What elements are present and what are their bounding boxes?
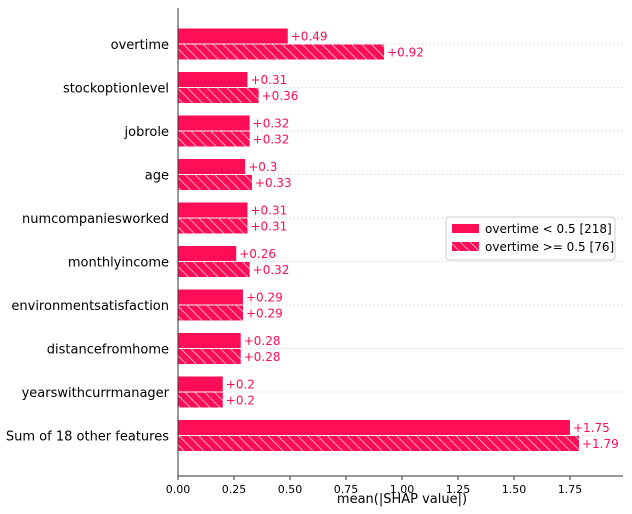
value-label: +0.49: [291, 30, 328, 44]
value-label: +0.26: [239, 247, 276, 261]
feature-labels-group: overtime stockoptionlevel jobrole age numcom…: [6, 38, 170, 445]
feature-label: age: [145, 169, 169, 184]
x-tick-label: 0.00: [166, 483, 191, 496]
legend-frame: [445, 216, 616, 261]
value-label: +1.75: [573, 421, 610, 435]
bar-hatched: [178, 88, 259, 103]
legend-label-series-1: overtime < 0.5 [218]: [485, 222, 612, 236]
bar-hatched: [178, 175, 252, 190]
bar-hatched: [178, 392, 223, 408]
bars-group: [178, 28, 579, 451]
bar-solid: [178, 333, 241, 348]
feature-label: Sum of 18 other features: [6, 430, 169, 445]
bar-solid: [178, 72, 248, 87]
x-axis-title: mean(|SHAP value|): [337, 492, 467, 507]
legend: overtime < 0.5 [218] overtime >= 0.5 [76…: [445, 216, 616, 261]
x-tick-label: 0.50: [278, 483, 303, 496]
bar-solid: [178, 28, 288, 44]
x-tick-label: 1.00: [390, 483, 415, 496]
bar-hatched: [178, 349, 241, 364]
value-label: +0.36: [262, 89, 299, 103]
legend-swatch-solid: [452, 224, 479, 233]
bar-hatched: [178, 131, 250, 147]
feature-label: environmentsatisfaction: [11, 299, 169, 314]
value-label: +0.3: [248, 160, 277, 174]
legend-swatch-hatched: [452, 242, 479, 251]
feature-label: distancefromhome: [47, 343, 169, 358]
bar-solid: [178, 115, 250, 131]
axes-group: 0.00 0.25 0.50 0.75 1.00 1.25 1.50 1.75: [166, 8, 623, 496]
value-label: +0.92: [387, 46, 424, 60]
value-label: +0.32: [253, 133, 290, 147]
bar-solid: [178, 289, 243, 305]
bar-hatched: [178, 218, 248, 234]
bar-hatched: [178, 305, 243, 321]
value-label: +0.29: [246, 307, 283, 321]
feature-label: stockoptionlevel: [63, 82, 169, 97]
bar-solid: [178, 420, 570, 435]
bar-solid: [178, 202, 248, 218]
bar-hatched: [178, 262, 250, 277]
feature-label: overtime: [111, 38, 169, 53]
feature-label: numcompaniesworked: [22, 212, 169, 227]
x-tick-label: 0.25: [222, 483, 247, 496]
bar-hatched: [178, 44, 385, 60]
x-tick-label: 1.50: [502, 483, 527, 496]
bar-solid: [178, 246, 237, 261]
x-tick-label: 1.75: [558, 483, 583, 496]
value-label: +0.2: [226, 378, 255, 392]
value-label: +0.32: [253, 263, 290, 277]
feature-label: jobrole: [124, 125, 169, 140]
x-tick-label: 0.75: [334, 483, 359, 496]
bar-solid: [178, 376, 223, 392]
feature-label: yearswithcurrmanager: [22, 386, 170, 401]
value-label: +0.28: [244, 334, 281, 348]
value-label: +0.28: [244, 350, 281, 364]
value-labels-group: +0.49 +0.92 +0.31 +0.36 +0.32 +0.32 +0.3 +0.33 +…: [226, 30, 619, 452]
bar-hatched: [178, 436, 579, 451]
value-label: +0.33: [255, 176, 292, 190]
legend-label-series-2: overtime >= 0.5 [76]: [485, 240, 614, 254]
feature-label: monthlyincome: [68, 256, 169, 271]
value-label: +0.31: [250, 220, 287, 234]
x-tick-label: 1.25: [446, 483, 471, 496]
value-label: +0.31: [250, 204, 287, 218]
value-label: +0.32: [253, 117, 290, 131]
value-label: +0.31: [250, 73, 287, 87]
value-label: +0.2: [226, 394, 255, 408]
value-label: +0.29: [246, 291, 283, 305]
value-label: +1.79: [582, 437, 619, 451]
bar-solid: [178, 159, 246, 174]
